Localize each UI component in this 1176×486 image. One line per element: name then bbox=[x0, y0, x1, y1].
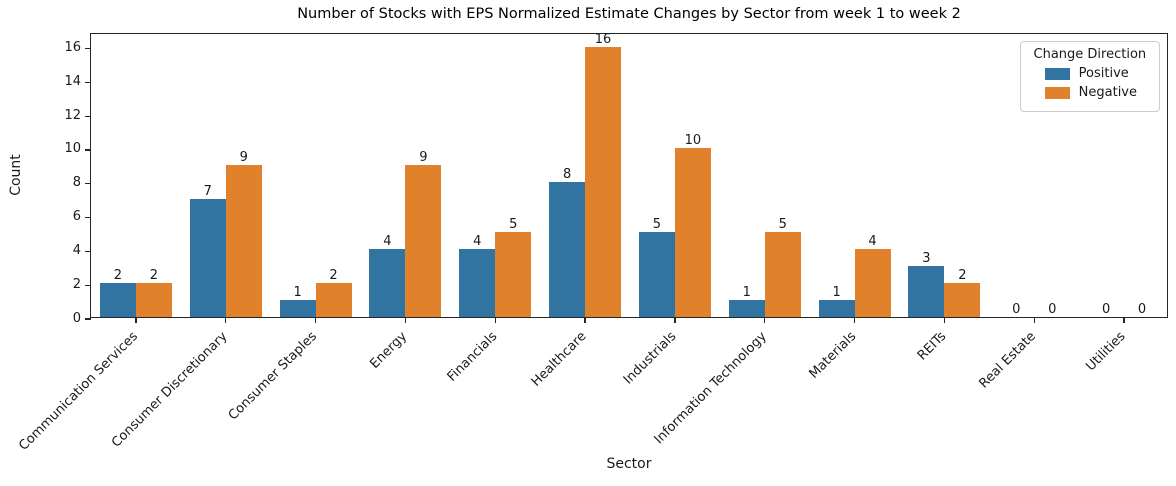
bar-negative bbox=[854, 249, 891, 317]
y-tick bbox=[85, 183, 91, 185]
x-tick-label: Energy bbox=[367, 329, 411, 372]
x-tick bbox=[1033, 317, 1035, 323]
bar-positive bbox=[908, 266, 945, 317]
bar-value-label: 5 bbox=[509, 217, 518, 233]
bar-value-label: 4 bbox=[473, 234, 482, 250]
bar-negative bbox=[135, 283, 172, 317]
bar-positive bbox=[369, 249, 406, 317]
bar-negative bbox=[495, 232, 532, 317]
y-tick-label: 8 bbox=[72, 175, 81, 191]
y-tick-label: 0 bbox=[72, 310, 81, 326]
legend: Change Direction Positive Negative bbox=[1019, 41, 1160, 112]
x-tick bbox=[314, 317, 317, 323]
bar-positive bbox=[818, 300, 855, 317]
legend-title: Change Direction bbox=[1033, 47, 1147, 62]
y-tick bbox=[85, 149, 91, 151]
legend-item-label: Positive bbox=[1078, 66, 1129, 81]
negative-series-swatch bbox=[1044, 86, 1070, 99]
x-axis-label: Sector bbox=[606, 456, 652, 472]
x-tick-label: Consumer Staples bbox=[225, 329, 321, 424]
bar-value-label: 9 bbox=[419, 149, 428, 165]
bar-negative bbox=[315, 283, 352, 317]
bar-negative bbox=[585, 46, 621, 317]
bar-positive bbox=[189, 198, 226, 317]
x-tick bbox=[584, 317, 586, 323]
bar-value-label: 0 bbox=[1012, 302, 1021, 317]
bar-value-label: 2 bbox=[149, 268, 159, 284]
y-tick-label: 14 bbox=[64, 73, 81, 89]
bar-negative bbox=[225, 164, 262, 317]
x-tick-label: Industrials bbox=[621, 329, 680, 388]
bar-value-label: 9 bbox=[239, 149, 248, 165]
bar-positive bbox=[459, 249, 496, 317]
x-tick bbox=[1123, 317, 1125, 323]
bar-positive bbox=[638, 232, 675, 317]
bar-value-label: 1 bbox=[832, 285, 841, 301]
bar-value-label: 4 bbox=[383, 234, 392, 250]
y-tick bbox=[85, 318, 91, 320]
bar-value-label: 2 bbox=[113, 268, 123, 284]
y-tick-label: 12 bbox=[64, 107, 81, 123]
y-tick bbox=[85, 115, 91, 117]
bar-value-label: 0 bbox=[1048, 302, 1057, 317]
x-tick-label: Financials bbox=[444, 329, 500, 385]
x-tick-label: Utilities bbox=[1083, 329, 1129, 375]
x-tick bbox=[674, 317, 676, 323]
legend-item-positive: Positive bbox=[1044, 66, 1149, 81]
bar-positive bbox=[279, 300, 316, 317]
bar-value-label: 16 bbox=[594, 31, 612, 47]
bar-value-label: 10 bbox=[684, 132, 702, 148]
bar-negative bbox=[764, 232, 801, 317]
bar-value-label: 5 bbox=[652, 217, 662, 233]
x-tick-label: Materials bbox=[806, 329, 860, 382]
x-tick bbox=[135, 317, 137, 323]
y-tick-label: 2 bbox=[72, 276, 81, 292]
x-tick-label: Real Estate bbox=[976, 329, 1039, 392]
x-tick bbox=[764, 317, 766, 323]
chart-title: Number of Stocks with EPS Normalized Est… bbox=[297, 6, 961, 22]
x-tick bbox=[225, 317, 227, 323]
bar-value-label: 0 bbox=[1101, 302, 1111, 317]
positive-series-swatch bbox=[1044, 67, 1070, 80]
y-tick bbox=[85, 250, 91, 252]
y-axis-label: Count bbox=[8, 154, 24, 196]
bar-positive bbox=[728, 300, 765, 317]
bar-negative bbox=[944, 283, 981, 317]
bar-positive bbox=[99, 283, 136, 317]
x-tick bbox=[494, 317, 496, 323]
bar-positive bbox=[549, 181, 586, 317]
legend-item-negative: Negative bbox=[1044, 85, 1149, 100]
bar-value-label: 2 bbox=[329, 268, 338, 284]
bar-value-label: 7 bbox=[203, 183, 212, 199]
bar-value-label: 1 bbox=[742, 285, 751, 301]
x-tick bbox=[853, 317, 856, 323]
plot-area: Change Direction Positive Negative 0 2 4 6 8… bbox=[16, 31, 1168, 454]
y-tick bbox=[85, 81, 91, 83]
y-tick bbox=[85, 216, 91, 219]
bar-value-label: 4 bbox=[868, 234, 877, 250]
x-tick-label: REITs bbox=[914, 329, 950, 364]
y-tick bbox=[85, 284, 91, 286]
bar-value-label: 0 bbox=[1137, 302, 1147, 317]
bar-value-label: 8 bbox=[562, 166, 572, 182]
legend-item-label: Negative bbox=[1078, 85, 1137, 100]
bar-value-label: 5 bbox=[778, 217, 787, 233]
y-tick-label: 4 bbox=[72, 242, 81, 258]
x-tick bbox=[943, 317, 945, 323]
y-tick-label: 6 bbox=[72, 209, 81, 225]
x-tick bbox=[404, 317, 406, 323]
x-tick-label: Healthcare bbox=[528, 329, 590, 390]
y-tick-label: 16 bbox=[64, 40, 81, 56]
bar-value-label: 2 bbox=[958, 268, 967, 284]
bar-value-label: 3 bbox=[922, 251, 931, 267]
y-tick-label: 10 bbox=[64, 141, 81, 157]
y-tick bbox=[85, 47, 91, 50]
bar-negative bbox=[405, 164, 442, 317]
bar-negative bbox=[674, 147, 711, 317]
bar-value-label: 1 bbox=[293, 285, 302, 301]
